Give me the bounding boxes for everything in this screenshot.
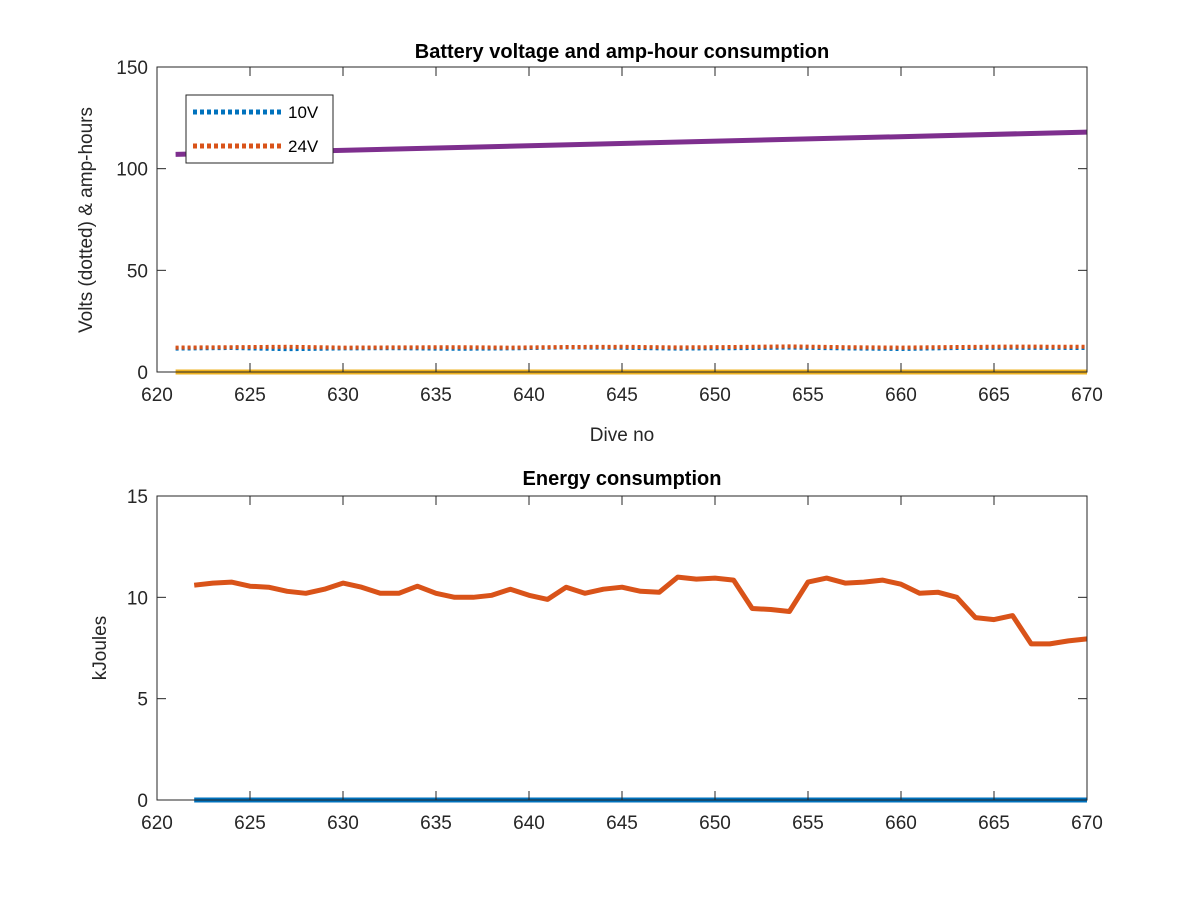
x-tick-label-top: 630 [327, 385, 359, 406]
y-tick-label-top: 150 [116, 58, 148, 79]
y-tick-label-bottom: 10 [127, 588, 148, 609]
y-tick-label-bottom: 5 [137, 690, 148, 711]
x-tick-label-top: 640 [513, 385, 545, 406]
chart-title-top: Battery voltage and amp-hour consumption [415, 41, 829, 63]
x-tick-label-bottom: 625 [234, 813, 266, 834]
legend-label-24v: 24V [288, 137, 319, 156]
y-axis-label-top: Volts (dotted) & amp-hours [76, 107, 97, 333]
y-tick-label-top: 100 [116, 160, 148, 181]
x-tick-label-bottom: 645 [606, 813, 638, 834]
chart-energy-consumption: 620 625 630 635 640 645 650 655 660 665 670051015 … [90, 468, 1103, 834]
x-tick-label-top: 665 [978, 385, 1010, 406]
x-tick-label-top: 655 [792, 385, 824, 406]
y-tick-label-bottom: 0 [137, 791, 148, 812]
x-tick-label-bottom: 660 [885, 813, 917, 834]
x-tick-label-bottom: 665 [978, 813, 1010, 834]
y-tick-label-top: 50 [127, 261, 148, 282]
ticks-top: 620 625 630 635 640 645 650 655 660 665 670 0 50 100 1… [116, 58, 1103, 406]
chart-title-bottom: Energy consumption [523, 468, 722, 490]
x-tick-label-top: 650 [699, 385, 731, 406]
y-axis-label-bottom: kJoules [90, 616, 111, 680]
x-tick-label-bottom: 630 [327, 813, 359, 834]
x-tick-label-bottom: 655 [792, 813, 824, 834]
series-line-bottom-0 [193, 574, 1088, 647]
x-tick-label-top: 635 [420, 385, 452, 406]
x-tick-label-top: 645 [606, 385, 638, 406]
ticks-bottom: 620 625 630 635 640 645 650 655 660 665 670 0 5 10 15 [127, 487, 1103, 834]
series-line-top-24v [175, 344, 1088, 350]
x-tick-label-top: 670 [1071, 385, 1103, 406]
legend-label-10v: 10V [288, 103, 319, 122]
x-tick-label-top: 620 [141, 385, 173, 406]
plot-area-bottom [157, 496, 1087, 800]
x-tick-label-bottom: 670 [1071, 813, 1103, 834]
x-tick-label-bottom: 650 [699, 813, 731, 834]
y-tick-label-top: 0 [137, 363, 148, 384]
chart-battery-voltage: 620 625 630 635 640 645 650 655 660 665 670 0 50 100 1… [76, 41, 1103, 446]
x-tick-label-top: 660 [885, 385, 917, 406]
x-tick-label-bottom: 635 [420, 813, 452, 834]
y-tick-label-bottom: 15 [127, 487, 148, 508]
x-tick-label-top: 625 [234, 385, 266, 406]
legend-top: 10V 24V [185, 94, 334, 164]
legend-box [185, 94, 334, 164]
x-axis-label-top: Dive no [590, 425, 654, 446]
x-tick-label-bottom: 620 [141, 813, 173, 834]
x-tick-label-bottom: 640 [513, 813, 545, 834]
